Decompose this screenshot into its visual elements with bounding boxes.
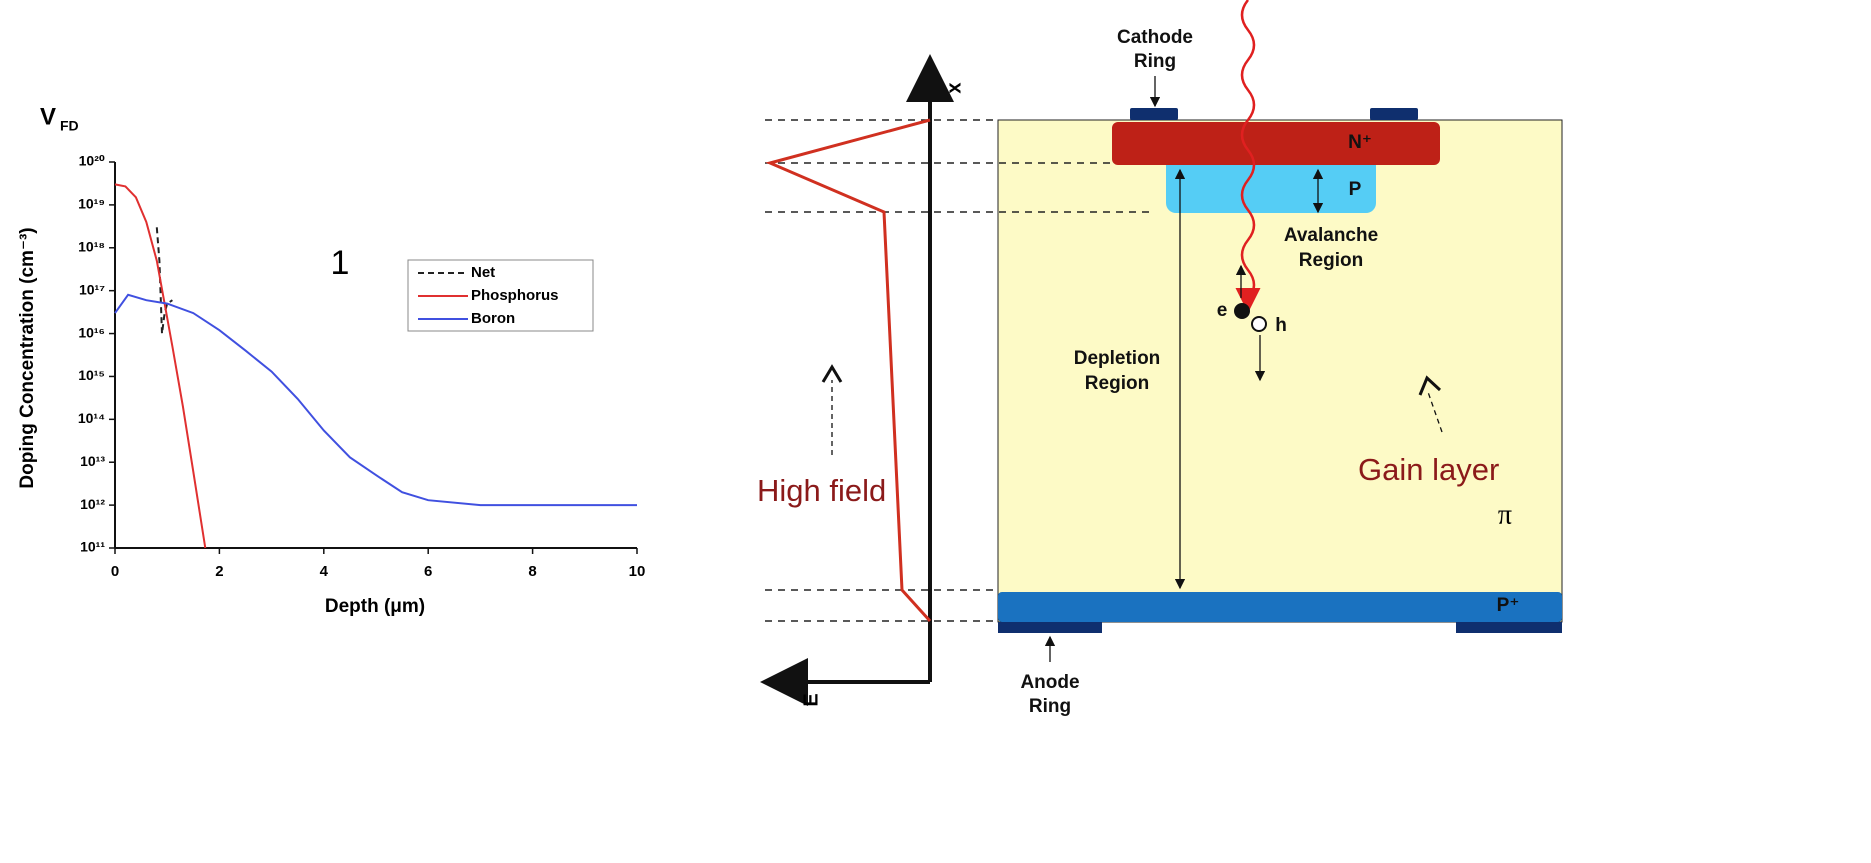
x-tick-label: 4 [320, 563, 329, 580]
x-tick-label: 10 [629, 563, 646, 580]
y-tick-label: 10²⁰ [79, 153, 105, 169]
x-tick-label: 0 [111, 563, 119, 580]
label: Region [1299, 250, 1363, 271]
electrode [998, 622, 1102, 633]
page: V FD 1 Depth (μm) Doping Concentration (… [0, 0, 1871, 863]
label: e [1217, 300, 1228, 321]
label: Anode [1020, 672, 1079, 693]
y-tick-label: 10¹³ [80, 453, 105, 469]
y-tick-label: 10¹⁵ [78, 367, 105, 383]
pi: π [1498, 499, 1512, 530]
label: P [1349, 179, 1362, 200]
electrode [1456, 622, 1562, 633]
y-tick-label: 10¹⁸ [78, 238, 105, 254]
y-tick-label: 10¹⁶ [78, 324, 105, 340]
label: Avalanche [1284, 225, 1378, 246]
electrode [1370, 108, 1418, 120]
y-axis-label: Doping Concentration (cm⁻³) [17, 227, 38, 488]
p-plus-layer [998, 592, 1562, 622]
axis-label: E [800, 693, 822, 706]
x-axis-label: Depth (μm) [325, 596, 425, 617]
legend-label: Phosphorus [471, 287, 559, 304]
legend-label: Boron [471, 310, 515, 327]
field-profile [770, 120, 930, 621]
x-tick-label: 6 [424, 563, 432, 580]
y-tick-label: 10¹⁷ [79, 281, 105, 297]
chevron [823, 367, 841, 382]
slide: V FD 1 Depth (μm) Doping Concentration (… [0, 0, 1871, 858]
y-tick-label: 10¹⁹ [78, 196, 105, 212]
doping-chart: V FD 1 Depth (μm) Doping Concentration (… [17, 103, 645, 617]
chart-title-sub: FD [60, 118, 79, 134]
x-tick-label: 2 [215, 563, 223, 580]
y-tick-label: 10¹² [80, 496, 105, 512]
y-tick-label: 10¹¹ [80, 539, 105, 555]
label: Depletion [1074, 348, 1161, 369]
n-plus-layer [1112, 122, 1440, 165]
label: P⁺ [1497, 595, 1520, 616]
high-field: High field [757, 473, 886, 508]
electrode [1130, 108, 1178, 120]
label: Ring [1029, 696, 1071, 717]
hole [1252, 317, 1266, 331]
series-line [157, 227, 173, 333]
label: h [1275, 315, 1287, 336]
label: Ring [1134, 51, 1176, 72]
axis-label: x [943, 82, 965, 93]
label: N⁺ [1348, 132, 1372, 153]
gain-layer: Gain layer [1358, 452, 1499, 487]
series-line [115, 184, 205, 548]
label: Cathode [1117, 27, 1193, 48]
label: Region [1085, 373, 1149, 394]
electron [1234, 303, 1250, 319]
chart-title: V [40, 103, 56, 130]
detector-diagram: Cathode Ring Anode Ring Avalanche Region… [757, 0, 1562, 717]
legend-label: Net [471, 264, 495, 281]
annotation: 1 [331, 244, 350, 282]
x-tick-label: 8 [528, 563, 536, 580]
y-tick-label: 10¹⁴ [78, 410, 105, 426]
